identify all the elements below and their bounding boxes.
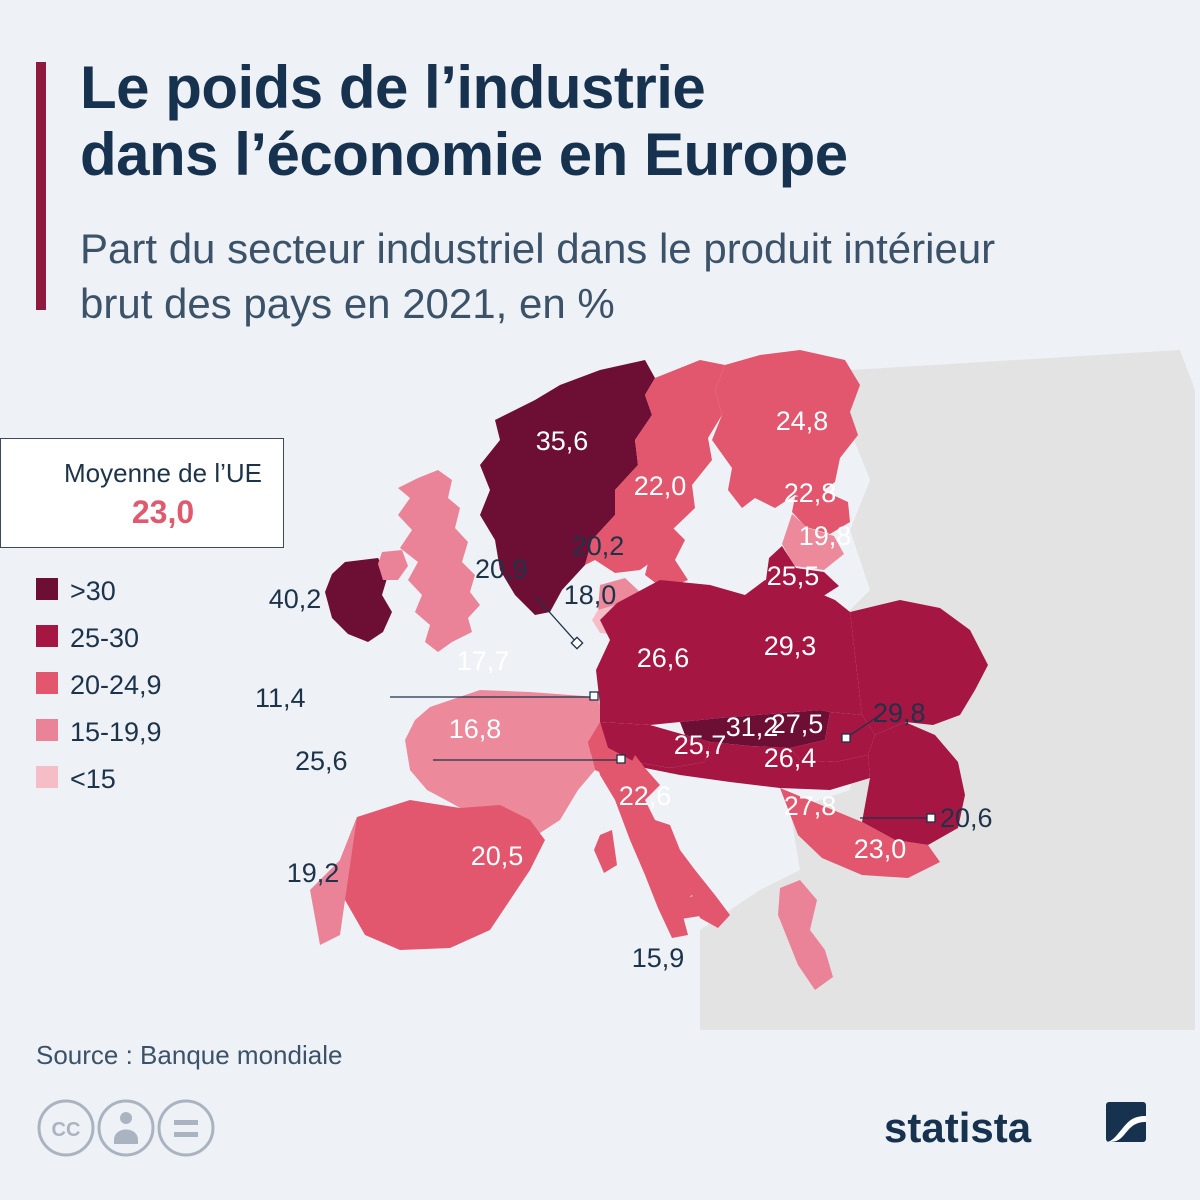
svg-text:25,6: 25,6 xyxy=(295,746,348,776)
svg-text:20,6: 20,6 xyxy=(940,803,993,833)
svg-text:22,0: 22,0 xyxy=(634,471,687,501)
svg-text:40,2: 40,2 xyxy=(269,584,322,614)
svg-text:29,3: 29,3 xyxy=(764,631,817,661)
svg-text:CC: CC xyxy=(52,1119,81,1141)
svg-text:17,7: 17,7 xyxy=(457,646,510,676)
svg-text:22,8: 22,8 xyxy=(784,478,837,508)
svg-text:26,4: 26,4 xyxy=(764,743,817,773)
svg-text:18,0: 18,0 xyxy=(564,580,617,610)
svg-text:26,6: 26,6 xyxy=(637,643,690,673)
svg-text:11,4: 11,4 xyxy=(255,683,306,713)
svg-text:statista: statista xyxy=(884,1104,1032,1151)
svg-text:20,9: 20,9 xyxy=(475,554,528,584)
svg-text:27,5: 27,5 xyxy=(771,709,824,739)
svg-text:25,5: 25,5 xyxy=(767,561,820,591)
svg-text:31,2: 31,2 xyxy=(726,712,779,742)
svg-text:16,8: 16,8 xyxy=(449,714,502,744)
svg-text:20,5: 20,5 xyxy=(471,841,524,871)
svg-text:24,8: 24,8 xyxy=(776,406,829,436)
svg-text:20,2: 20,2 xyxy=(572,531,625,561)
svg-text:19,8: 19,8 xyxy=(799,521,852,551)
svg-text:29,8: 29,8 xyxy=(873,698,926,728)
svg-text:15,9: 15,9 xyxy=(632,943,685,973)
svg-text:23,0: 23,0 xyxy=(854,834,907,864)
svg-text:19,2: 19,2 xyxy=(287,858,340,888)
svg-text:22,6: 22,6 xyxy=(619,781,672,811)
svg-text:25,7: 25,7 xyxy=(674,730,727,760)
svg-text:27,8: 27,8 xyxy=(784,791,837,821)
svg-text:35,6: 35,6 xyxy=(536,426,589,456)
